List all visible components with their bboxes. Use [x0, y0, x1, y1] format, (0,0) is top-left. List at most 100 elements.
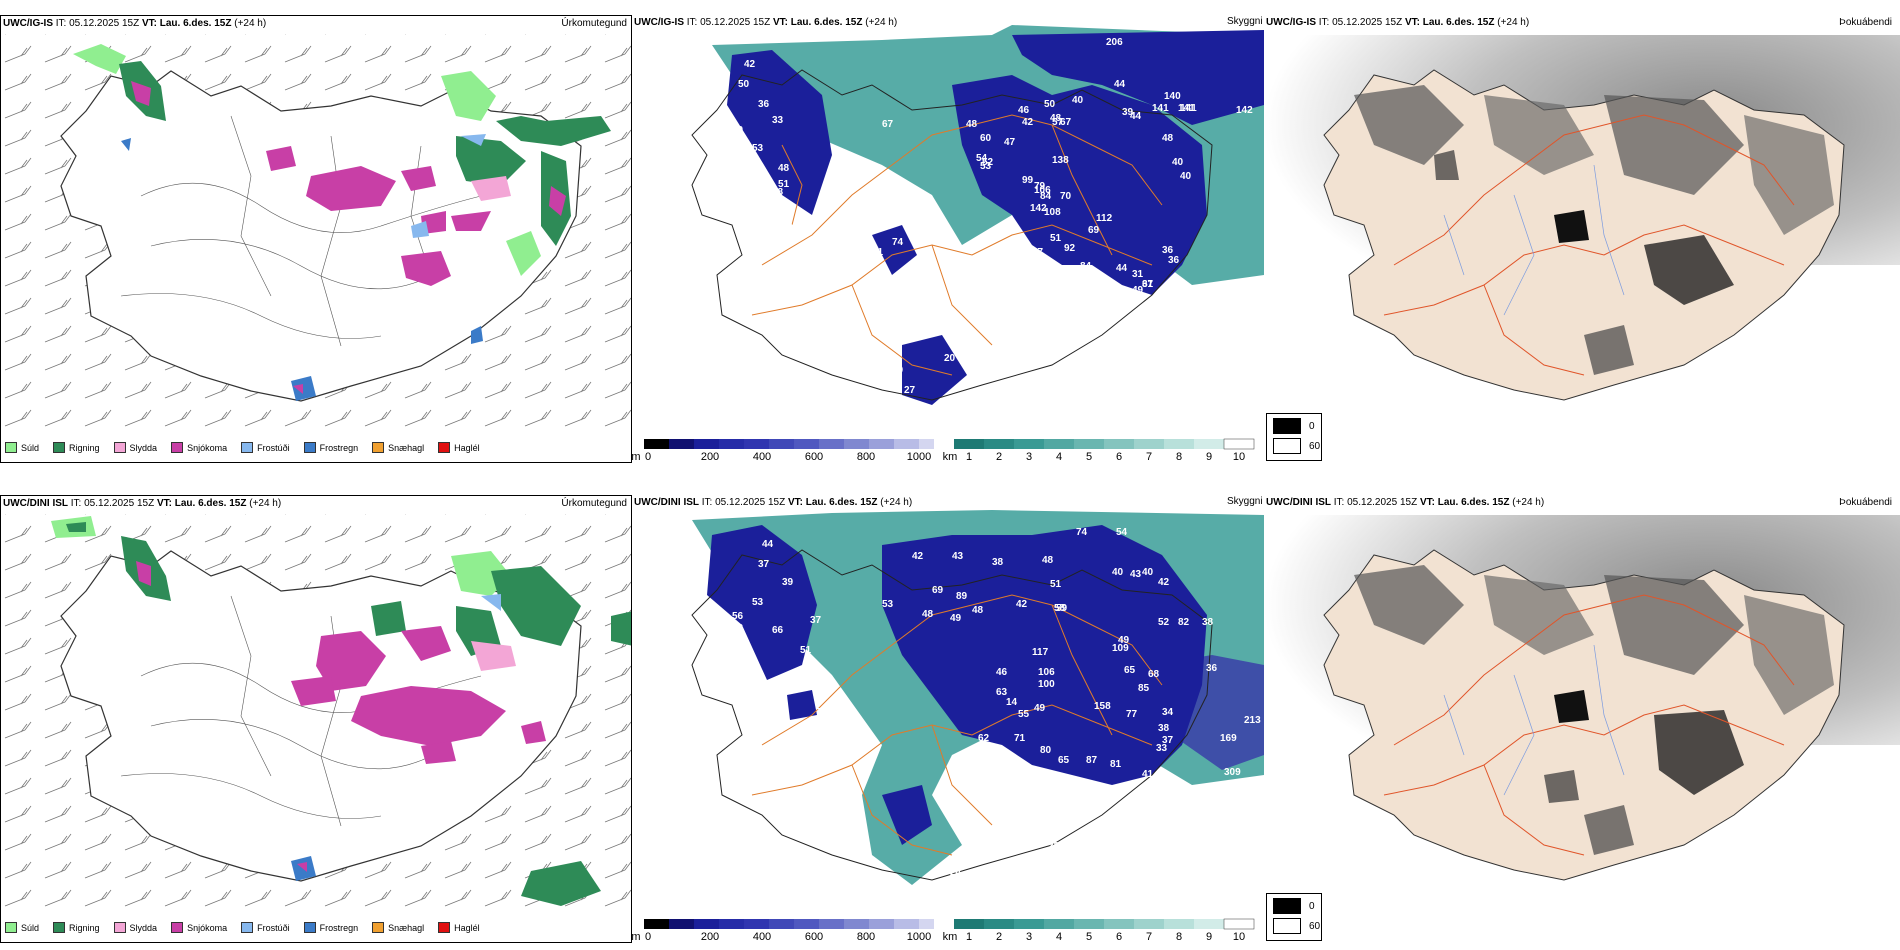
cloud-base-label: 46 — [996, 667, 1008, 678]
legend-rigning: Rigning — [53, 922, 100, 933]
cloud-base-label: 77 — [1126, 709, 1138, 720]
cloud-base-label: 51 — [778, 179, 790, 190]
cloud-base-label: 49 — [1132, 285, 1144, 296]
cloud-base-label: 67 — [882, 119, 894, 130]
cloud-base-label: 37 — [1162, 735, 1174, 746]
fog-map — [1264, 35, 1900, 435]
precip-panel-ig: UWC/IG-IS IT: 05.12.2025 15Z VT: Lau. 6.… — [0, 15, 632, 463]
cloud-base-label: 206 — [1106, 37, 1123, 48]
cloud-base-label: 42 — [1016, 599, 1028, 610]
legend-frostregn: Frostregn — [303, 922, 358, 933]
fog-legend: 0 60 — [1266, 893, 1322, 941]
cloud-base-label: 65 — [1058, 755, 1070, 766]
cloud-base-label: 50 — [804, 659, 816, 670]
roads — [751, 594, 1163, 856]
cloud-base-label: 39 — [1070, 813, 1082, 824]
deep-cloud-west — [707, 525, 817, 680]
cloud-base-label: 39 — [782, 577, 794, 588]
cloud-base-label: 158 — [1094, 701, 1111, 712]
panel-header: UWC/DINI ISL IT: 05.12.2025 15Z VT: Lau.… — [1266, 497, 1545, 508]
cloud-base-label: 42 — [744, 59, 756, 70]
panel-field-title: Skyggni — [1227, 16, 1263, 27]
legend-frostregn: Frostregn — [303, 442, 358, 453]
cloud-base-label: 141 — [1180, 103, 1197, 114]
cloud-base-colorbar: m 0 200 400 600 800 1000 — [632, 437, 944, 463]
panel-header: UWC/DINI ISL IT: 05.12.2025 15Z VT: Lau.… — [634, 497, 913, 508]
fog-legend: 0 60 — [1266, 413, 1322, 461]
legend-snjokoma: Snjókoma — [171, 922, 227, 933]
cloud-base-label: 63 — [932, 233, 944, 244]
cloud-base-label: 31 — [1142, 279, 1154, 290]
cloud-base-label: 62 — [978, 733, 990, 744]
cloud-base-label: 89 — [956, 591, 968, 602]
cloud-base-label: 36 — [1162, 245, 1174, 256]
cloud-base-label: 40 — [1172, 157, 1184, 168]
cloud-base-label: 50 — [1044, 99, 1056, 110]
cloud-base-label: 52 — [1158, 617, 1170, 628]
cloud-base-label: 44 — [762, 539, 774, 550]
cloud-base-label: 87 — [1032, 247, 1044, 258]
cloud-base-label: 42 — [1022, 117, 1034, 128]
cloud-base-label: 309 — [1224, 767, 1241, 778]
cloud-base-label: 69 — [1088, 225, 1100, 236]
roads — [1383, 114, 1795, 376]
cloud-base-label: 37 — [810, 615, 822, 626]
cloud-base-label: 53 — [752, 143, 764, 154]
cloud-base-label: 46 — [1018, 105, 1030, 116]
cloud-base-label: 142 — [1236, 105, 1253, 116]
cloud-base-label: 36 — [1168, 255, 1180, 266]
cloud-base-label: 49 — [950, 613, 962, 624]
visibility-colorbar: km 1 2 3 4 5 6 7 8 9 10 — [943, 437, 1264, 463]
panel-field-title: Úrkomutegund — [561, 498, 627, 509]
cloud-base-label: 33 — [772, 115, 784, 126]
cloud-base-label: 48 — [1042, 555, 1054, 566]
cloud-base-label: 66 — [772, 625, 784, 636]
legend-frostudi: Frostúði — [241, 922, 290, 933]
cloud-base-label: 27 — [1066, 329, 1078, 340]
cloud-base-label: 78 — [782, 223, 794, 234]
cloud-base-label: 48 — [966, 119, 978, 130]
precip-map — [1, 514, 631, 914]
cloud-base-label: 84 — [1080, 261, 1092, 272]
panel-header: UWC/DINI ISL IT: 05.12.2025 15Z VT: Lau.… — [3, 498, 282, 509]
cloud-base-label: 40 — [1112, 567, 1124, 578]
cloud-base-label: 50 — [738, 79, 750, 90]
cloud-base-label: 43 — [1130, 569, 1142, 580]
cloud-base-label: 48 — [922, 609, 934, 620]
cloud-base-label: 79 — [1034, 181, 1046, 192]
cloud-base-label: 68 — [1148, 669, 1160, 680]
cloud-base-label: 39 — [1122, 107, 1134, 118]
cloud-base-label: 33 — [954, 893, 966, 904]
deep-cloud-center — [787, 690, 817, 720]
cloud-base-label: 169 — [1220, 733, 1237, 744]
fog-map — [1264, 515, 1900, 915]
deep-cloud-north — [952, 75, 1207, 295]
cloud-base-label: 14 — [1006, 697, 1018, 708]
cloud-base-colorbar: m 0 200 400 600 800 1000 — [632, 917, 944, 943]
cloud-base-label: 36 — [1206, 663, 1218, 674]
cloud-base-label: 138 — [1052, 155, 1069, 166]
cloud-base-label: 100 — [1038, 679, 1055, 690]
cloud-base-label: 92 — [1064, 243, 1076, 254]
cloud-base-label: 67 — [1060, 117, 1072, 128]
rivers — [1443, 644, 1625, 796]
cloud-base-label: 52 — [982, 157, 994, 168]
cloud-base-label: 108 — [1044, 207, 1061, 218]
legend-slydda: Slydda — [113, 442, 157, 453]
deep-cloud-east — [1012, 30, 1264, 125]
deep-cloud-south — [882, 785, 932, 845]
legend-haglel: Haglél — [438, 922, 480, 933]
cloud-base-label: 31 — [1132, 269, 1144, 280]
cloud-base-label: 40 — [1072, 95, 1084, 106]
fog-panel-dini: UWC/DINI ISL IT: 05.12.2025 15Z VT: Lau.… — [1264, 495, 1900, 943]
cloud-base-label: 53 — [752, 597, 764, 608]
cloud-base-label: 24 — [950, 867, 962, 878]
precip-legend: Súld Rigning Slydda Snjókoma Frostúði Fr… — [5, 922, 480, 933]
cloud-base-label: 84 — [1040, 191, 1052, 202]
panel-header: UWC/IG-IS IT: 05.12.2025 15Z VT: Lau. 6.… — [634, 17, 898, 28]
precip-panel-dini: UWC/DINI ISL IT: 05.12.2025 15Z VT: Lau.… — [0, 495, 632, 943]
cloud-base-label: 40 — [1142, 567, 1154, 578]
cloud-base-label: 51 — [934, 897, 946, 908]
cloud-base-label: 88 — [772, 187, 784, 198]
